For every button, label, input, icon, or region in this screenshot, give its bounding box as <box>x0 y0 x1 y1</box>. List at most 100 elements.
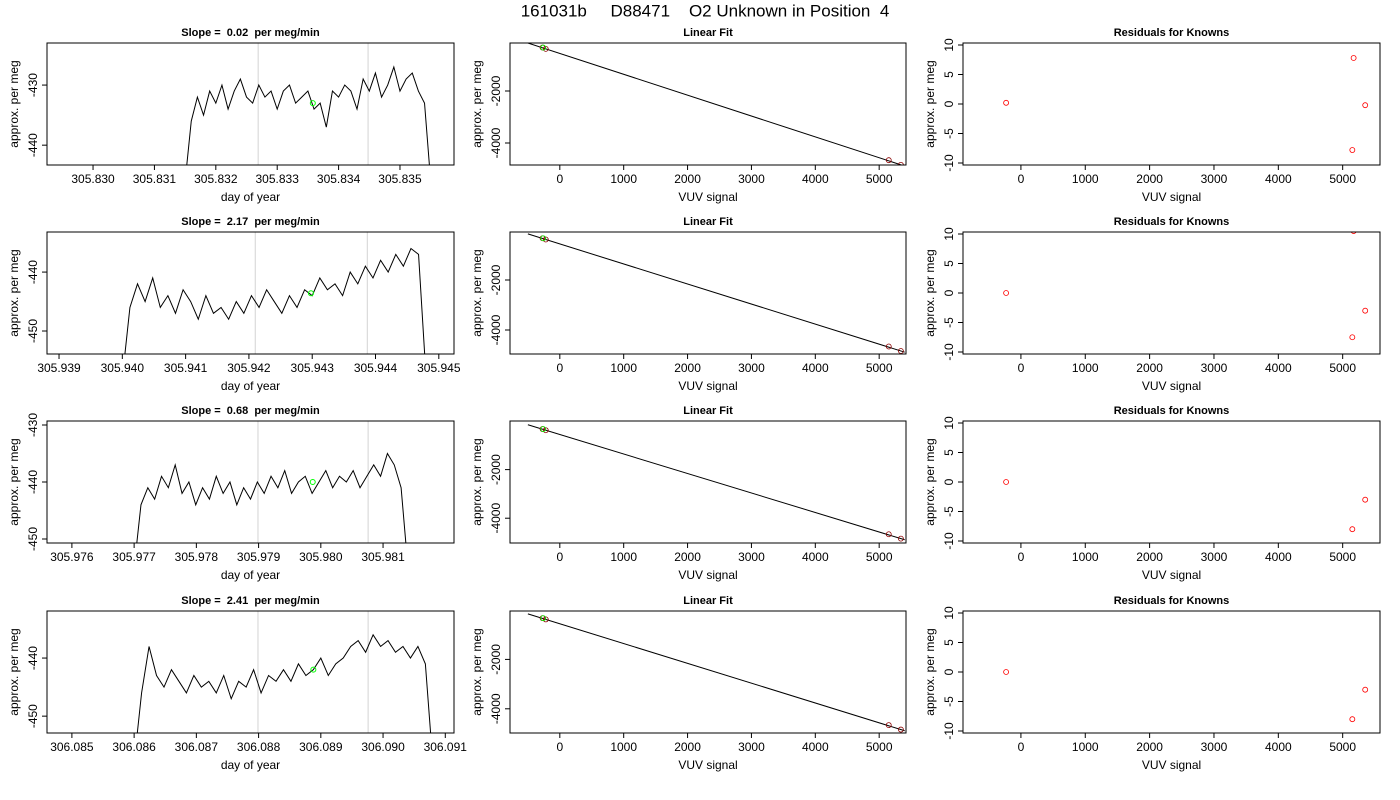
panel: Slope = 0.68 per meg/min day of year appro… <box>7 405 455 582</box>
x-tick-label: 306.089 <box>299 740 343 754</box>
point <box>1350 232 1357 234</box>
x-tick-label: 5000 <box>866 361 893 375</box>
x-tick-label: 305.834 <box>317 172 361 186</box>
y-tick-label: -5 <box>942 506 956 517</box>
panel: Residuals for Knowns VUV signal approx. pe… <box>923 595 1381 772</box>
y-tick-label: -10 <box>942 154 956 172</box>
x-tick-label: 2000 <box>674 740 701 754</box>
x-tick-label: 5000 <box>1329 361 1356 375</box>
point <box>540 426 547 432</box>
x-tick-label: 1000 <box>610 550 637 564</box>
x-tick-label: 305.835 <box>378 172 422 186</box>
x-tick-label: 1000 <box>1072 172 1099 186</box>
y-tick-label: 10 <box>942 606 956 620</box>
panel-title: Slope = 0.68 per meg/min <box>181 405 320 417</box>
point <box>897 535 904 542</box>
y-tick-label: -450 <box>26 704 40 728</box>
x-tick-label: 0 <box>1018 172 1025 186</box>
x-tick-label: 3000 <box>738 361 765 375</box>
x-tick-label: 305.830 <box>71 172 115 186</box>
y-axis-label: approx. per meg <box>923 438 937 525</box>
y-tick-label: -4000 <box>489 503 503 534</box>
y-tick-label: 10 <box>942 227 956 241</box>
plot-frame <box>46 42 455 166</box>
point <box>885 531 892 538</box>
x-tick-label: 2000 <box>1136 172 1163 186</box>
x-tick-label: 305.941 <box>164 361 208 375</box>
plot-area <box>136 611 432 733</box>
y-tick-label: -4000 <box>489 693 503 724</box>
plot-frame <box>509 420 907 544</box>
x-tick-label: 306.088 <box>237 740 281 754</box>
x-tick-label: 5000 <box>866 550 893 564</box>
panel-title: Linear Fit <box>683 216 733 228</box>
x-tick-label: 0 <box>556 740 563 754</box>
x-tick-label: 305.942 <box>227 361 271 375</box>
x-tick-label: 305.977 <box>112 550 156 564</box>
x-tick-label: 2000 <box>674 172 701 186</box>
highlight-point <box>309 100 316 107</box>
y-tick-label: 0 <box>942 668 956 675</box>
panel-title: Residuals for Knowns <box>1114 595 1230 607</box>
x-tick-label: 305.943 <box>291 361 335 375</box>
panel-title: Linear Fit <box>683 595 733 607</box>
y-tick-label: 5 <box>942 71 956 78</box>
y-tick-label: 0 <box>942 289 956 296</box>
point <box>885 157 892 164</box>
panel: Linear Fit VUV signal approx. per meg 0 1000… <box>470 595 907 772</box>
y-tick-label: -450 <box>26 319 40 343</box>
x-tick-label: 1000 <box>1072 361 1099 375</box>
y-axis-label: approx. per meg <box>7 60 21 147</box>
y-axis-label: approx. per meg <box>470 438 484 525</box>
y-tick-label: 0 <box>942 100 956 107</box>
x-axis-label: VUV signal <box>678 379 737 393</box>
y-tick-label: -440 <box>26 260 40 284</box>
panel-title: Linear Fit <box>683 405 733 417</box>
x-axis-label: VUV signal <box>678 190 737 204</box>
plot-area <box>1003 669 1369 723</box>
y-axis-label: approx. per meg <box>7 628 21 715</box>
x-tick-label: 3000 <box>1201 172 1228 186</box>
plot-frame <box>509 610 907 734</box>
x-tick-label: 1000 <box>610 361 637 375</box>
y-axis-label: approx. per meg <box>7 438 21 525</box>
x-tick-label: 1000 <box>1072 740 1099 754</box>
y-tick-label: -10 <box>942 532 956 550</box>
highlight-point <box>310 666 317 673</box>
x-tick-label: 305.980 <box>299 550 343 564</box>
y-tick-label: -2000 <box>489 454 503 485</box>
x-tick-label: 1000 <box>610 172 637 186</box>
point <box>1362 496 1369 503</box>
plot-frame <box>962 420 1381 544</box>
point <box>897 726 904 733</box>
plot-frame <box>962 231 1381 355</box>
plot-area <box>136 421 407 543</box>
y-tick-label: -440 <box>26 133 40 157</box>
x-tick-label: 0 <box>1018 740 1025 754</box>
y-tick-label: -440 <box>26 470 40 494</box>
data-line <box>124 247 426 354</box>
data-line <box>186 65 430 165</box>
y-tick-label: 5 <box>942 260 956 267</box>
x-tick-label: 0 <box>1018 550 1025 564</box>
x-tick-label: 3000 <box>1201 361 1228 375</box>
x-tick-label: 2000 <box>674 361 701 375</box>
panel: Linear Fit VUV signal approx. per meg 0 1000… <box>470 405 907 582</box>
y-axis-label: approx. per meg <box>923 249 937 336</box>
x-axis-label: VUV signal <box>1142 568 1201 582</box>
plot-area <box>1003 232 1369 341</box>
data-line <box>136 633 432 733</box>
x-tick-label: 2000 <box>674 550 701 564</box>
x-tick-label: 4000 <box>802 172 829 186</box>
y-tick-label: -440 <box>26 646 40 670</box>
x-tick-label: 0 <box>556 550 563 564</box>
highlight-point <box>309 479 316 485</box>
panel: Slope = 2.17 per meg/min day of year appro… <box>7 216 461 393</box>
x-tick-label: 305.833 <box>256 172 300 186</box>
x-tick-label: 306.091 <box>424 740 468 754</box>
point <box>1350 55 1357 61</box>
x-axis-label: day of year <box>221 190 280 204</box>
plot-area <box>1003 55 1369 153</box>
plot-area <box>124 232 426 354</box>
panel: Residuals for Knowns VUV signal approx. pe… <box>923 405 1381 582</box>
